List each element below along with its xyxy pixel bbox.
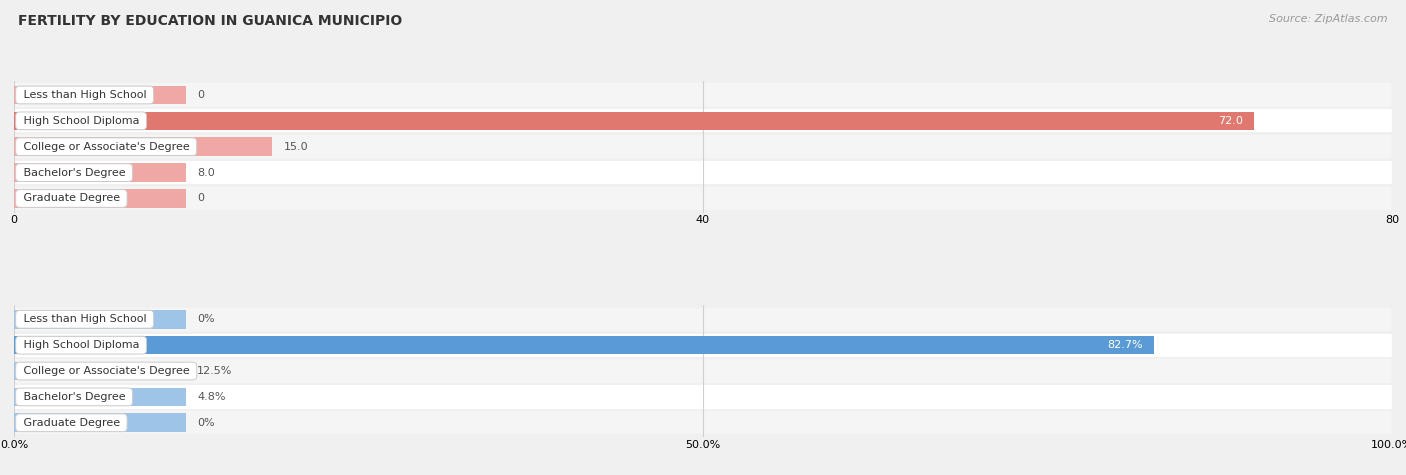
Text: Graduate Degree: Graduate Degree (20, 418, 124, 428)
Text: 15.0: 15.0 (284, 142, 308, 152)
Text: 0: 0 (197, 193, 204, 203)
Bar (14, 86, 186, 104)
FancyBboxPatch shape (14, 135, 1392, 158)
Text: Less than High School: Less than High School (20, 314, 149, 324)
FancyBboxPatch shape (14, 109, 1392, 133)
Text: College or Associate's Degree: College or Associate's Degree (20, 366, 193, 376)
Bar (14, 112, 1254, 130)
FancyBboxPatch shape (14, 333, 1392, 357)
Text: 0: 0 (197, 90, 204, 100)
Text: 0%: 0% (197, 418, 215, 428)
Text: 8.0: 8.0 (197, 168, 215, 178)
Bar (14, 336, 1153, 354)
Text: High School Diploma: High School Diploma (20, 116, 142, 126)
Bar (14, 163, 186, 182)
FancyBboxPatch shape (14, 411, 1392, 435)
Bar (14, 137, 273, 156)
Text: Bachelor's Degree: Bachelor's Degree (20, 168, 129, 178)
Text: 82.7%: 82.7% (1107, 340, 1143, 350)
Text: 72.0: 72.0 (1218, 116, 1243, 126)
Text: College or Associate's Degree: College or Associate's Degree (20, 142, 193, 152)
Text: 12.5%: 12.5% (197, 366, 233, 376)
Text: Less than High School: Less than High School (20, 90, 149, 100)
Bar (14, 310, 186, 329)
Bar (14, 362, 186, 380)
Text: Graduate Degree: Graduate Degree (20, 193, 124, 203)
Text: Source: ZipAtlas.com: Source: ZipAtlas.com (1270, 14, 1388, 24)
Bar (14, 189, 186, 208)
Text: Bachelor's Degree: Bachelor's Degree (20, 392, 129, 402)
FancyBboxPatch shape (14, 187, 1392, 210)
Text: FERTILITY BY EDUCATION IN GUANICA MUNICIPIO: FERTILITY BY EDUCATION IN GUANICA MUNICI… (18, 14, 402, 28)
Text: High School Diploma: High School Diploma (20, 340, 142, 350)
Text: 4.8%: 4.8% (197, 392, 226, 402)
FancyBboxPatch shape (14, 308, 1392, 331)
Text: 0%: 0% (197, 314, 215, 324)
FancyBboxPatch shape (14, 83, 1392, 106)
FancyBboxPatch shape (14, 161, 1392, 184)
Bar (14, 413, 186, 432)
Bar (14, 388, 186, 406)
FancyBboxPatch shape (14, 360, 1392, 383)
FancyBboxPatch shape (14, 385, 1392, 408)
